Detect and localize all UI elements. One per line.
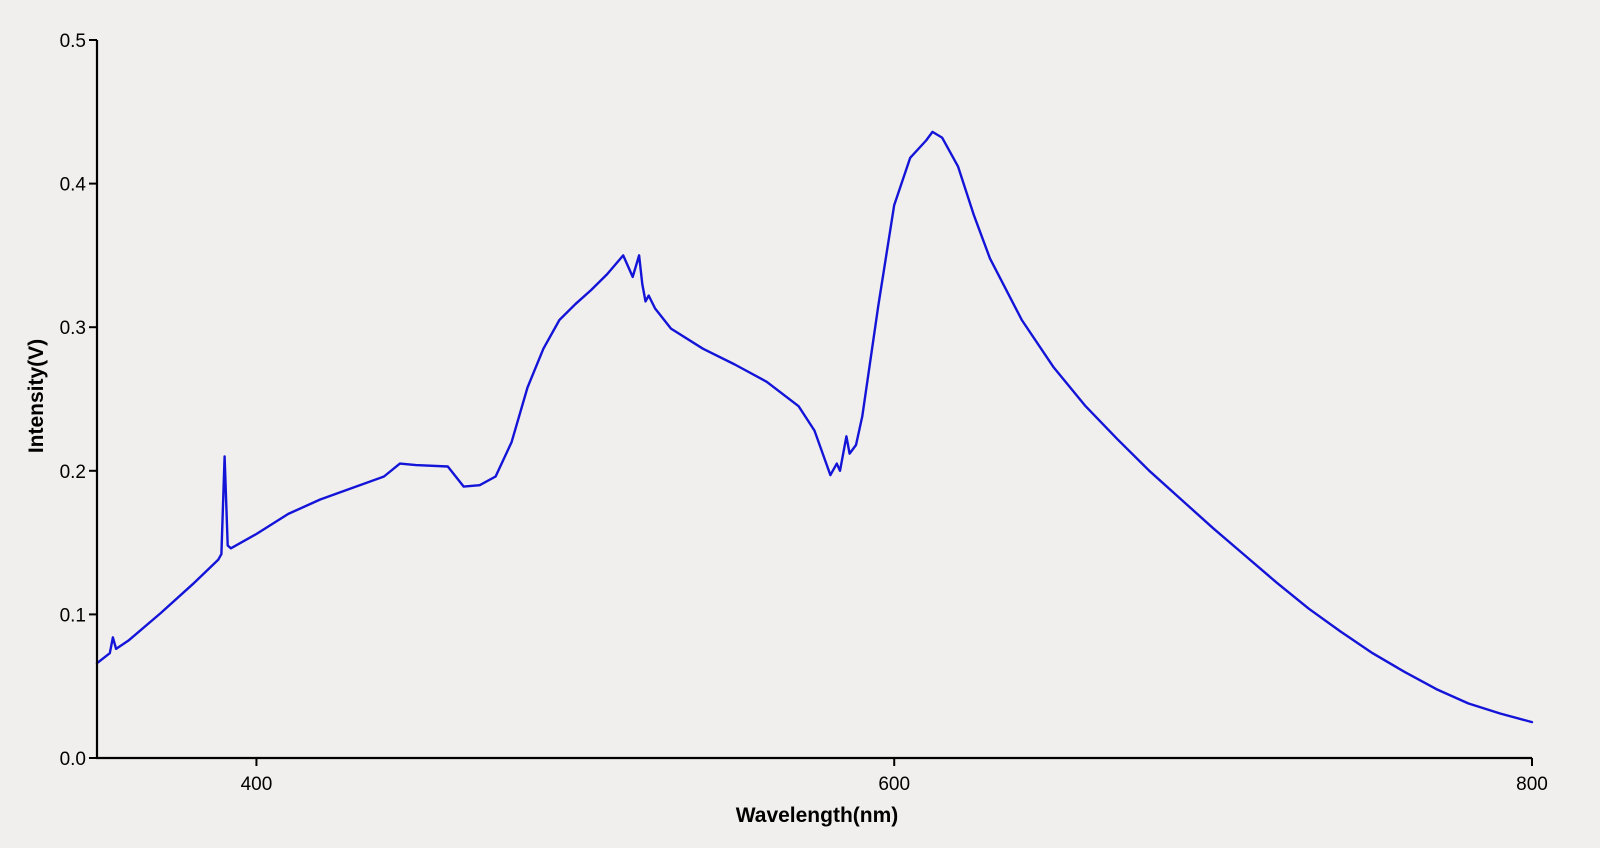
y-tick-label: 0.4 <box>60 175 87 196</box>
y-axis-title: Intensity(V) <box>25 339 48 453</box>
x-tick-label: 600 <box>878 774 910 795</box>
y-tick-label: 0.3 <box>60 318 86 339</box>
x-axis-title: Wavelength(nm) <box>736 804 899 827</box>
y-tick-label: 0.1 <box>60 605 86 626</box>
x-tick-label: 800 <box>1516 774 1548 795</box>
y-tick-label: 0.0 <box>60 749 86 770</box>
series-line-1 <box>95 130 1534 724</box>
x-axis-ticks: 400 600 800 <box>241 758 1548 795</box>
x-tick-label: 400 <box>241 774 273 795</box>
axes <box>95 40 1532 760</box>
plot-series <box>95 130 1534 724</box>
y-tick-label: 0.2 <box>60 462 86 483</box>
y-axis-ticks: 0.0 0.1 0.2 0.3 0.4 0.5 <box>60 31 97 770</box>
y-tick-label: 0.5 <box>60 31 86 52</box>
